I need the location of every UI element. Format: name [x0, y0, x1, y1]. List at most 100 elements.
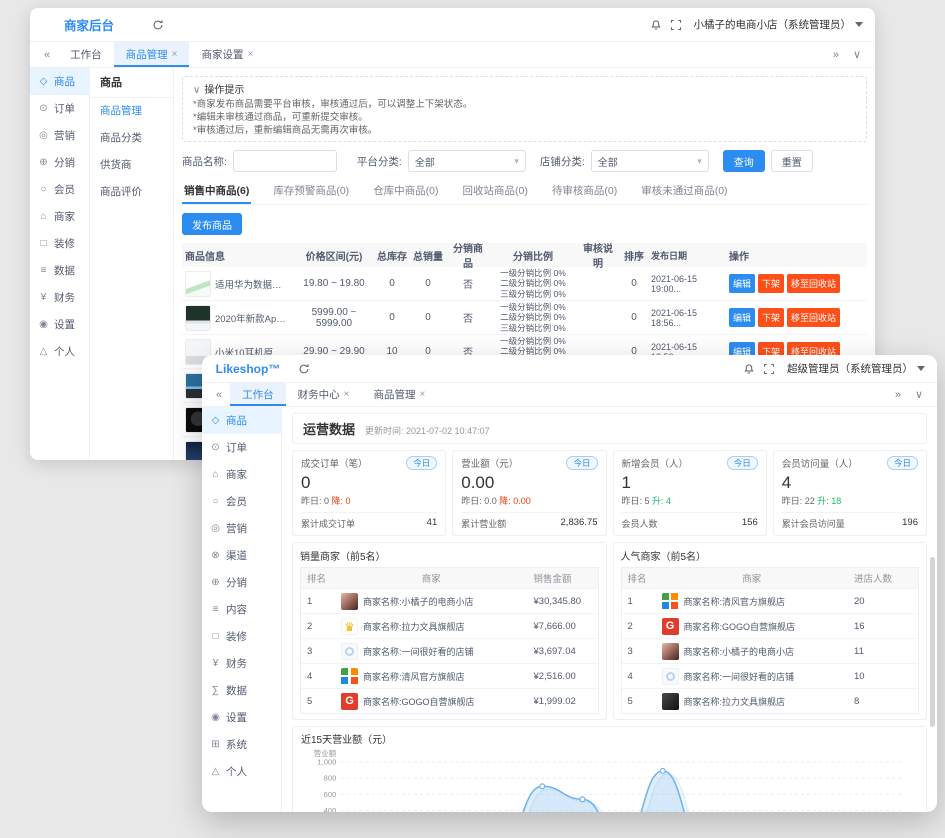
svg-text:600: 600 [324, 790, 337, 799]
sidebar-item[interactable]: ⊕ 分销 [202, 569, 281, 596]
user-menu[interactable]: 小橘子的电商小店（系统管理员） [694, 17, 863, 32]
bell-icon[interactable] [739, 359, 759, 379]
sales-area-chart: 营业额02004006008001,00006-1706-1806-1906-2… [314, 748, 904, 812]
sidebar-item[interactable]: ◎ 营销 [30, 122, 89, 149]
sidebar-item[interactable]: ∑ 数据 [202, 677, 281, 704]
nav-tab[interactable]: 工作台 [58, 42, 114, 67]
scroll-tabs-icon[interactable]: » [894, 388, 901, 401]
refresh-icon[interactable] [148, 15, 168, 35]
take-down-button[interactable]: 下架 [758, 308, 785, 327]
submenu-item[interactable]: 商品评价 [100, 186, 142, 198]
sidebar-item-label: 商品 [54, 76, 75, 88]
close-tab-icon[interactable] [419, 389, 425, 400]
sidebar-item[interactable]: ◉ 设置 [202, 704, 281, 731]
collapse-menu-icon[interactable]: « [44, 48, 51, 61]
nav-tab[interactable]: 商品管理 [361, 383, 437, 406]
sidebar-item[interactable]: △ 个人 [30, 338, 89, 365]
store-logo [661, 692, 679, 710]
sidebar-item[interactable]: ⌂ 商家 [30, 203, 89, 230]
sidebar-item[interactable]: ≡ 数据 [30, 257, 89, 284]
sidebar-item[interactable]: ○ 会员 [202, 488, 281, 515]
close-tab-icon[interactable] [344, 389, 350, 400]
sidebar-item[interactable]: ◇ 商品 [202, 407, 281, 434]
take-down-button[interactable]: 下架 [758, 274, 785, 293]
close-tab-icon[interactable] [247, 49, 253, 60]
refresh-icon[interactable] [294, 359, 314, 379]
edit-button[interactable]: 编辑 [729, 308, 756, 327]
fullscreen-icon[interactable] [666, 15, 686, 35]
submenu-item[interactable]: 商品管理 [100, 105, 142, 117]
sidebar-item[interactable]: ⌂ 商家 [202, 461, 281, 488]
sidebar-item[interactable]: ¥ 财务 [202, 650, 281, 677]
sidebar-item-label: 财务 [226, 658, 247, 670]
sidebar-item[interactable]: ◇ 商品 [30, 68, 89, 95]
publish-product-button[interactable]: 发布商品 [182, 213, 242, 235]
tab-options-icon[interactable]: ∨ [914, 389, 923, 401]
operation-tips: ∨ 操作提示 *商家发布商品需要平台审核，审核通过后，可以调整上下架状态。 *编辑… [182, 76, 867, 142]
user-name: 超级管理员（系统管理员） [787, 363, 913, 375]
sidebar-item[interactable]: ◎ 营销 [202, 515, 281, 542]
sidebar-item[interactable]: ⊕ 分销 [30, 149, 89, 176]
sidebar-item-label: 渠道 [226, 550, 247, 562]
nav-tab[interactable]: 工作台 [230, 383, 286, 406]
stats-row: 成交订单（笔） 今日 0 昨日: 0 降: 0 累计成交订单 41 [292, 450, 927, 536]
merchant-header: 商家后台 小橘子的电商小店（系统管理员） [30, 8, 875, 42]
sidebar-item[interactable]: ⊗ 渠道 [202, 542, 281, 569]
bell-icon[interactable] [646, 15, 666, 35]
store-name: 商家名称:一间很好看的店铺 [683, 671, 795, 682]
status-tab[interactable]: 回收站商品(0) [462, 185, 528, 197]
nav-tab[interactable]: 商品管理 [113, 42, 190, 67]
status-tab[interactable]: 审核未通过商品(0) [641, 185, 728, 197]
table-header: 商品信息 价格区间(元) 总库存 总销量 分销商品 分销比例 审核说明 排序 发… [182, 243, 867, 270]
fullscreen-icon[interactable] [759, 359, 779, 379]
scrollbar[interactable] [930, 557, 935, 727]
status-tab[interactable]: 库存预警商品(0) [273, 185, 350, 197]
sidebar-item[interactable]: ≡ 内容 [202, 596, 281, 623]
store-category-select[interactable]: 全部 ▾ [590, 150, 709, 172]
sidebar-item[interactable]: □ 装修 [30, 230, 89, 257]
sidebar-item[interactable]: ◉ 设置 [30, 311, 89, 338]
store-name: 商家名称:拉力文具旗舰店 [363, 621, 465, 632]
finance-icon: ¥ [40, 292, 47, 303]
sidebar-item[interactable]: ¥ 财务 [30, 284, 89, 311]
user-menu[interactable]: 超级管理员（系统管理员） [787, 361, 925, 376]
submenu-item[interactable]: 商品分类 [100, 132, 142, 144]
edit-button[interactable]: 编辑 [729, 274, 756, 293]
close-tab-icon[interactable] [172, 49, 178, 60]
status-tabs: 销售中商品(6) 库存预警商品(0) 仓库中商品(0) 回收站商品(0) 待审核… [182, 180, 867, 205]
sidebar-item[interactable]: □ 装修 [202, 623, 281, 650]
sidebar-item[interactable]: △ 个人 [202, 758, 281, 785]
sidebar-item[interactable]: ⊞ 系统 [202, 731, 281, 758]
reset-button[interactable]: 重置 [770, 150, 813, 172]
sidebar-item[interactable]: ⊙ 订单 [202, 434, 281, 461]
submenu-item[interactable]: 供货商 [100, 159, 132, 171]
nav-tab[interactable]: 财务中心 [286, 383, 362, 406]
product-name-link[interactable]: 2020年新款Apple苹... [215, 313, 291, 325]
status-tab[interactable]: 仓库中商品(0) [373, 185, 439, 197]
status-tab[interactable]: 待审核商品(0) [551, 185, 618, 197]
sidebar-item[interactable]: ⊙ 订单 [30, 95, 89, 122]
collapse-tips-icon[interactable]: ∨ [193, 85, 201, 96]
nav-tab[interactable]: 商家设置 [189, 42, 265, 67]
platform-tabbar: « 工作台 财务中心 商品管理 [202, 383, 937, 407]
page-title-card: 运营数据 更新时间: 2021-07-02 10:47:07 [292, 413, 927, 444]
move-to-recycle-button[interactable]: 移至回收站 [787, 274, 841, 293]
sidebar-item-label: 订单 [54, 103, 75, 115]
move-to-recycle-button[interactable]: 移至回收站 [787, 308, 841, 327]
platform-category-select[interactable]: 全部 ▾ [407, 150, 526, 172]
product-name-link[interactable]: 适用华为数据线 安卓... [215, 279, 291, 291]
store-logo [341, 592, 358, 610]
search-button[interactable]: 查询 [722, 150, 765, 172]
stat-value: 0 [301, 473, 311, 492]
rank-number: 1 [627, 595, 633, 607]
status-tab[interactable]: 销售中商品(6) [182, 180, 251, 204]
sidebar-item[interactable]: ○ 会员 [30, 176, 89, 203]
data-icon: ≡ [40, 265, 47, 276]
tab-options-icon[interactable]: ∨ [852, 49, 861, 61]
product-name-input[interactable] [232, 150, 337, 172]
collapse-menu-icon[interactable]: « [216, 388, 223, 401]
scroll-tabs-icon[interactable]: » [832, 48, 839, 61]
product-name-label: 商品名称: [182, 155, 227, 168]
sidebar-item-label: 会员 [226, 496, 247, 508]
visitor-count: 8 [854, 695, 860, 707]
